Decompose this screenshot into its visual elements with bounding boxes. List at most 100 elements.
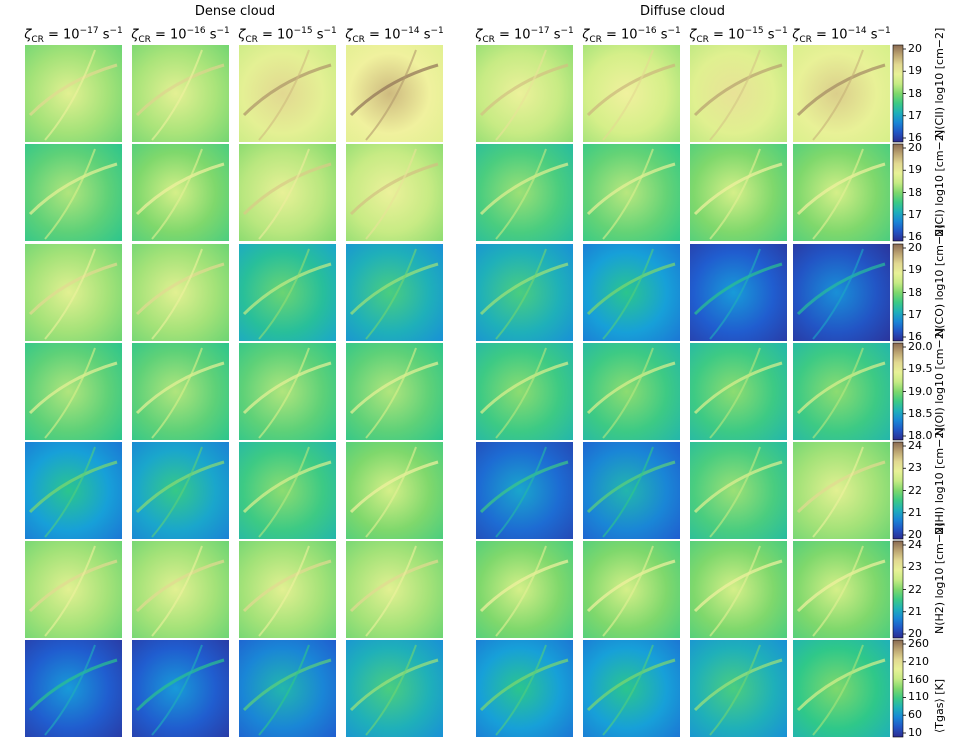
panel-dense-r0-c2 (239, 45, 336, 142)
panel-diffuse-r6-c0 (476, 640, 573, 737)
panel-diffuse-r2-c1 (583, 244, 680, 341)
diffuse-col-label-3: ζCR = 10−14 s−1 (792, 26, 891, 45)
panel-dense-r4-c2 (239, 442, 336, 539)
panel-dense-r0-c3 (346, 45, 443, 142)
colorbar-label: N(CI) log10 [cm−2] (933, 129, 946, 237)
colorbar-tick-label: 18.0 (908, 429, 933, 442)
panel-dense-r4-c1 (132, 442, 229, 539)
colorbar-tick-label: 19 (908, 163, 922, 177)
colorbar-tick-label: 19 (908, 263, 922, 277)
panel-dense-r1-c3 (346, 144, 443, 241)
colorbar-tick-label: 17 (908, 207, 922, 221)
colorbar-tick-label: 60 (908, 708, 922, 722)
colorbar-tick-label: 18 (908, 185, 922, 199)
dense-col-label-1: ζCR = 10−16 s−1 (131, 26, 230, 45)
panel-diffuse-r5-c1 (583, 541, 680, 638)
colorbar-tick-label: 24 (908, 538, 922, 551)
panel-dense-r0-c1 (132, 45, 229, 142)
colorbar-3 (892, 342, 904, 441)
panel-diffuse-r1-c3 (793, 144, 890, 241)
panel-dense-r2-c1 (132, 244, 229, 341)
panel-dense-r1-c1 (132, 144, 229, 241)
colorbar-4 (892, 441, 904, 540)
colorbar-tick-label: 16 (908, 131, 922, 144)
panel-diffuse-r2-c2 (690, 244, 787, 341)
colorbar-5 (892, 540, 904, 639)
panel-diffuse-r6-c1 (583, 640, 680, 737)
colorbar-tick-label: 17 (908, 307, 922, 321)
colorbar-1 (892, 143, 904, 242)
colorbar-tick-label: 19.5 (908, 362, 933, 376)
colorbar-tick-label: 210 (908, 654, 929, 668)
colorbar-label: N(CO) log10 [cm−2] (933, 224, 946, 337)
diffuse-cloud-title: Diffuse cloud (640, 4, 725, 19)
panel-dense-r3-c0 (25, 343, 122, 440)
panel-dense-r3-c1 (132, 343, 229, 440)
colorbar-label: N(OI) log10 [cm−2] (933, 327, 946, 436)
panel-diffuse-r1-c2 (690, 144, 787, 241)
colorbar-6 (892, 639, 904, 738)
panel-diffuse-r4-c3 (793, 442, 890, 539)
panel-diffuse-r1-c0 (476, 144, 573, 241)
panel-diffuse-r6-c3 (793, 640, 890, 737)
panel-diffuse-r3-c1 (583, 343, 680, 440)
panel-diffuse-r0-c0 (476, 45, 573, 142)
panel-dense-r2-c0 (25, 244, 122, 341)
panel-diffuse-r5-c0 (476, 541, 573, 638)
colorbar-label: N(H2) log10 [cm−2] (933, 522, 946, 634)
panel-diffuse-r0-c2 (690, 45, 787, 142)
colorbar-tick-label: 260 (908, 637, 929, 650)
panel-diffuse-r1-c1 (583, 144, 680, 241)
panel-dense-r1-c0 (25, 144, 122, 241)
colorbar-tick-label: 20 (908, 42, 922, 55)
panel-diffuse-r2-c0 (476, 244, 573, 341)
colorbar-label: ⟨Tgas⟩ [K] (933, 678, 946, 733)
panel-dense-r6-c2 (239, 640, 336, 737)
colorbar-2 (892, 243, 904, 342)
colorbar-tick-label: 24 (908, 439, 922, 452)
panel-diffuse-r6-c2 (690, 640, 787, 737)
panel-dense-r4-c3 (346, 442, 443, 539)
colorbar-tick-label: 17 (908, 108, 922, 122)
panel-dense-r6-c0 (25, 640, 122, 737)
diffuse-col-label-1: ζCR = 10−16 s−1 (582, 26, 681, 45)
colorbar-tick-label: 110 (908, 690, 929, 704)
panel-dense-r5-c0 (25, 541, 122, 638)
colorbar-tick-label: 18 (908, 285, 922, 299)
colorbar-tick-label: 160 (908, 672, 929, 686)
panel-dense-r5-c3 (346, 541, 443, 638)
panel-diffuse-r0-c1 (583, 45, 680, 142)
colorbar-label: N(CII) log10 [cm−2] (933, 27, 946, 138)
colorbar-tick-label: 23 (908, 560, 922, 574)
colorbar-tick-label: 20 (908, 528, 922, 541)
dense-col-label-2: ζCR = 10−15 s−1 (238, 26, 337, 45)
dense-col-label-3: ζCR = 10−14 s−1 (345, 26, 444, 45)
panel-dense-r3-c2 (239, 343, 336, 440)
colorbar-tick-label: 18.5 (908, 406, 933, 420)
panel-dense-r1-c2 (239, 144, 336, 241)
dense-col-label-0: ζCR = 10−17 s−1 (24, 26, 123, 45)
panel-diffuse-r4-c1 (583, 442, 680, 539)
colorbar-tick-label: 20 (908, 141, 922, 154)
panel-diffuse-r0-c3 (793, 45, 890, 142)
diffuse-col-label-2: ζCR = 10−15 s−1 (689, 26, 788, 45)
colorbar-tick-label: 20 (908, 241, 922, 254)
panel-diffuse-r3-c0 (476, 343, 573, 440)
panel-dense-r5-c2 (239, 541, 336, 638)
dense-cloud-title: Dense cloud (194, 4, 276, 19)
colorbar-tick-label: 18 (908, 86, 922, 100)
colorbar-label: N(HI) log10 [cm−2] (933, 427, 946, 535)
panel-diffuse-r5-c3 (793, 541, 890, 638)
panel-dense-r3-c3 (346, 343, 443, 440)
colorbar-tick-label: 21 (908, 505, 922, 519)
colorbar-tick-label: 20 (908, 627, 922, 640)
colorbar-tick-label: 23 (908, 461, 922, 475)
colorbar-tick-label: 22 (908, 483, 922, 497)
colorbar-tick-label: 10 (908, 726, 922, 739)
panel-dense-r6-c1 (132, 640, 229, 737)
panel-diffuse-r4-c0 (476, 442, 573, 539)
panel-diffuse-r3-c3 (793, 343, 890, 440)
diffuse-col-label-0: ζCR = 10−17 s−1 (475, 26, 574, 45)
panel-dense-r6-c3 (346, 640, 443, 737)
